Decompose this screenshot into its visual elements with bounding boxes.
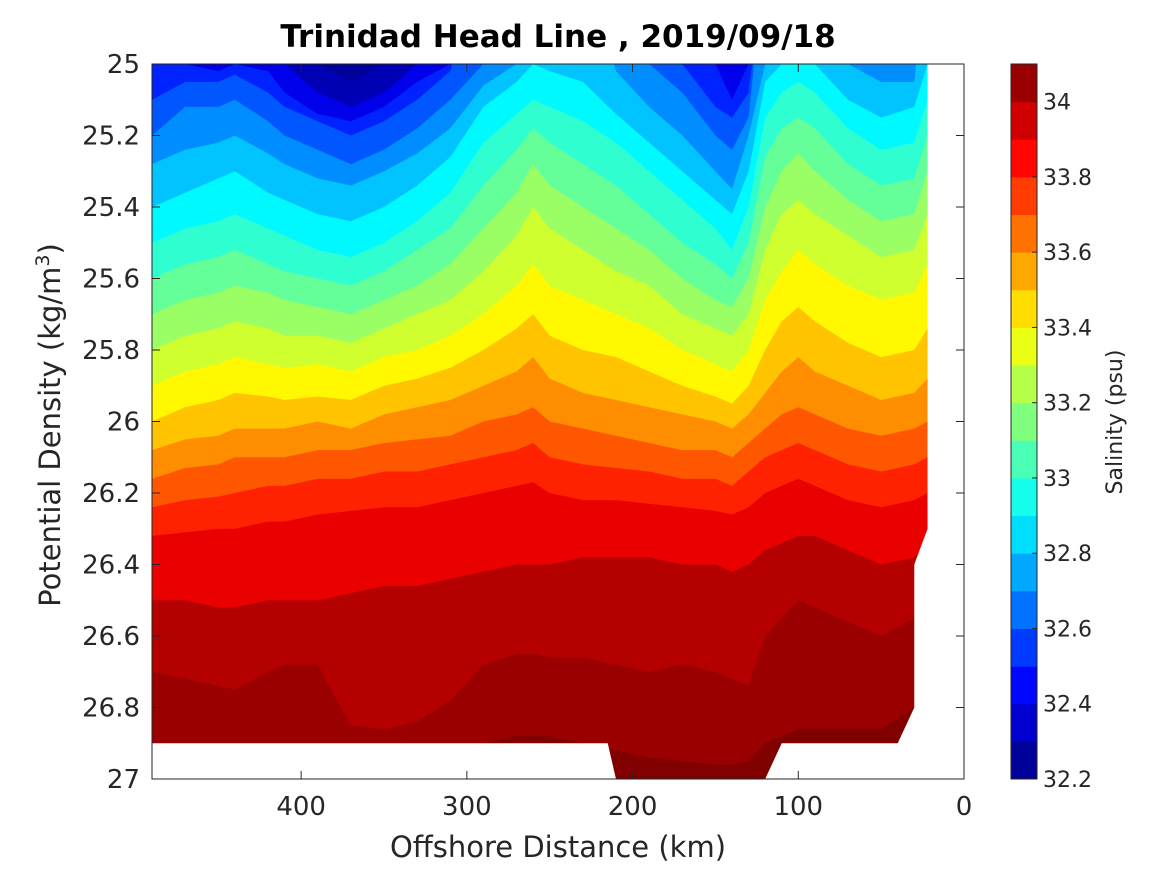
x-tick-label: 300 [442,792,492,822]
colorbar-swatch-13 [1011,252,1037,291]
colorbar-swatch-3 [1011,628,1037,667]
colorbar-swatch-7 [1011,477,1037,517]
colorbar-tick-label: 32.4 [1043,693,1092,718]
colorbar-tick-label: 32.2 [1043,768,1092,793]
colorbar-tick-label: 33.4 [1043,316,1092,341]
y-axis-label-close: ) [33,243,67,254]
colorbar-tick-label: 33.2 [1043,392,1092,417]
colorbar-tick-label: 32.6 [1043,617,1092,642]
colorbar-frame [1010,63,1038,780]
colorbar-swatch-14 [1011,214,1037,253]
y-axis: 25 25.2 25.4 25.6 25.8 26 26.2 26.4 26.6 26.8 27 [82,50,964,795]
x-tick-label: 0 [956,792,973,822]
colorbar-swatch-9 [1011,402,1037,441]
colorbar-tick-label: 34 [1043,91,1071,116]
colorbar-swatch-1 [1011,703,1037,742]
y-tick-label: 25.6 [82,265,140,295]
y-tick-label: 26 [107,408,140,438]
chart-title: Trinidad Head Line , 2019/09/18 [280,19,835,55]
colorbar-swatch-4 [1011,590,1037,629]
colorbar [1010,63,1038,780]
colorbar-swatch-5 [1011,553,1037,592]
y-tick-label: 26.6 [82,622,140,652]
x-tick-label: 400 [276,792,326,822]
y-tick-label: 25.8 [82,336,140,366]
y-tick-label: 25.2 [82,122,140,152]
colorbar-swatch-0 [1011,741,1037,780]
y-axis-label: Potential Density (kg/m3) [32,243,67,607]
y-tick-label: 26.8 [82,694,140,724]
x-tick-label: 200 [608,792,658,822]
colorbar-swatch-8 [1011,440,1037,479]
y-axis-label-superscript: 3 [32,254,54,266]
y-tick-label: 26.2 [82,479,140,509]
colorbar-tick-label: 33.8 [1043,166,1092,191]
contour-band-18 [152,600,928,779]
colorbar-swatch-15 [1011,176,1037,216]
x-tick-label: 100 [773,792,823,822]
colorbar-ticks: 32.2 32.4 32.6 32.8 33 33.2 33.4 33.6 33.8 34 [1032,91,1092,793]
y-tick-label: 25.4 [82,193,140,223]
colorbar-swatch-2 [1011,666,1037,705]
colorbar-swatch-17 [1011,101,1037,140]
colorbar-swatch-12 [1011,289,1037,328]
colorbar-tick-label: 33 [1043,467,1071,492]
y-axis-label-main: Potential Density (kg/m [33,267,67,607]
contour-fill-layer [152,64,964,779]
y-tick-label: 26.4 [82,551,140,581]
colorbar-tick-label: 33.6 [1043,241,1092,266]
x-axis-label: Offshore Distance (km) [390,830,726,864]
colorbar-tick-label: 32.8 [1043,542,1092,567]
colorbar-label: Salinity (psu) [1103,350,1128,495]
colorbar-swatch-18 [1011,64,1037,103]
colorbar-swatch-16 [1011,139,1037,178]
y-tick-label: 27 [107,765,140,795]
colorbar-swatch-10 [1011,365,1037,404]
colorbar-swatch-6 [1011,515,1037,554]
y-tick-label: 25 [107,50,140,80]
colorbar-swatch-11 [1011,327,1037,366]
x-axis: 400 300 200 100 0 [276,64,972,822]
